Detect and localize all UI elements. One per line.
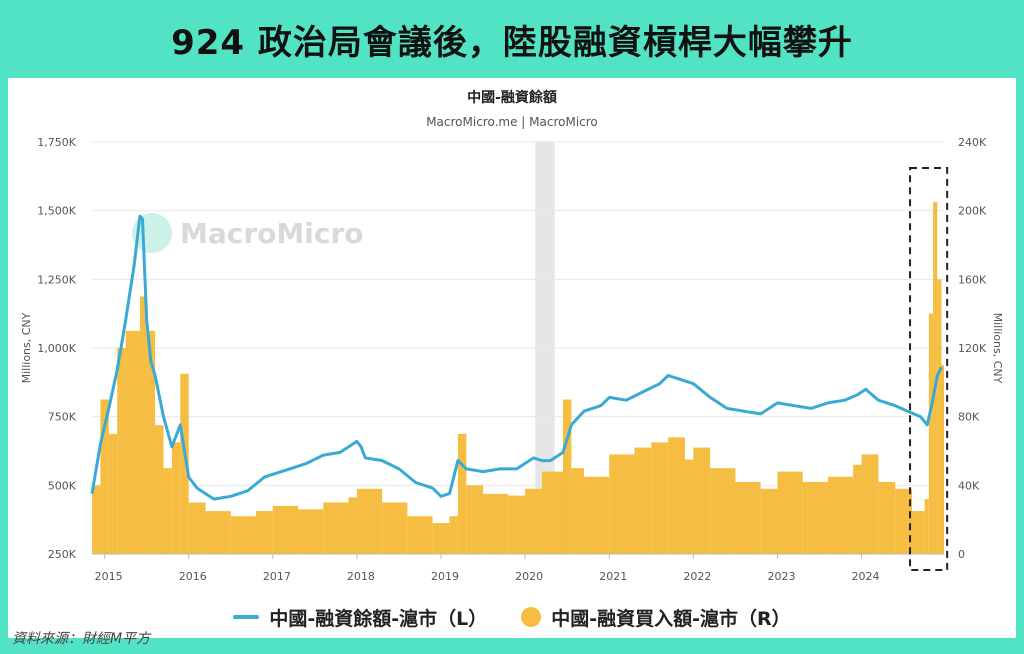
bar bbox=[163, 468, 172, 554]
bar bbox=[634, 447, 652, 554]
right-tick-label: 120K bbox=[958, 342, 987, 355]
bar bbox=[928, 313, 934, 554]
bar bbox=[483, 493, 509, 554]
bar bbox=[117, 348, 126, 554]
watermark: MacroMicro bbox=[180, 217, 364, 250]
bar bbox=[912, 511, 925, 554]
right-tick-label: 40K bbox=[958, 479, 980, 492]
bar bbox=[937, 279, 942, 554]
bar bbox=[861, 454, 879, 554]
bar bbox=[155, 425, 164, 554]
bar bbox=[693, 447, 711, 554]
bar bbox=[584, 476, 610, 554]
x-tick-label: 2024 bbox=[852, 570, 880, 583]
bar bbox=[432, 523, 450, 554]
bar bbox=[508, 495, 526, 554]
bar bbox=[878, 481, 896, 554]
legend-item-bars[interactable]: 中國-融資買入額-滬市（R） bbox=[521, 604, 791, 631]
bar bbox=[323, 502, 349, 554]
legend-line-label: 中國-融資餘額-滬市（L） bbox=[269, 607, 488, 630]
left-tick-label: 500K bbox=[48, 479, 77, 492]
right-tick-label: 80K bbox=[958, 411, 980, 424]
x-tick-label: 2018 bbox=[347, 570, 375, 583]
bar bbox=[710, 468, 736, 554]
x-tick-label: 2016 bbox=[179, 570, 207, 583]
bar bbox=[180, 373, 189, 554]
bar bbox=[382, 502, 408, 554]
bar bbox=[562, 399, 572, 554]
bar bbox=[735, 481, 761, 554]
bar bbox=[100, 399, 109, 554]
bar bbox=[125, 330, 135, 554]
x-tick-label: 2020 bbox=[515, 570, 543, 583]
left-tick-label: 1,250K bbox=[37, 273, 76, 286]
ylabel-right: Millions, CNY bbox=[991, 313, 1004, 384]
line-swatch-icon bbox=[233, 615, 260, 619]
bar bbox=[609, 454, 635, 554]
bar bbox=[449, 516, 458, 554]
bar bbox=[541, 471, 563, 554]
right-tick-label: 160K bbox=[958, 273, 987, 286]
bar bbox=[802, 481, 828, 554]
bar bbox=[933, 202, 938, 555]
bar bbox=[92, 485, 101, 554]
highlight-box bbox=[909, 167, 949, 571]
x-tick-label: 2019 bbox=[431, 570, 459, 583]
bar bbox=[760, 488, 778, 554]
bar bbox=[230, 516, 257, 554]
series-line bbox=[90, 214, 943, 501]
right-tick-label: 0 bbox=[958, 548, 965, 561]
legend-bar-label: 中國-融資買入額-滬市（R） bbox=[551, 607, 791, 630]
x-tick-label: 2022 bbox=[683, 570, 711, 583]
bar bbox=[684, 459, 694, 554]
bar bbox=[457, 433, 467, 554]
bar bbox=[853, 464, 862, 554]
bar bbox=[407, 516, 433, 554]
right-tick-label: 200K bbox=[958, 205, 987, 218]
bar bbox=[348, 497, 357, 554]
bar bbox=[356, 488, 383, 554]
page-title: 924 政治局會議後，陸股融資槓桿大幅攀升 bbox=[171, 22, 853, 63]
left-tick-label: 1,000K bbox=[37, 342, 76, 355]
bar bbox=[525, 488, 542, 554]
bar-swatch-icon bbox=[521, 607, 542, 627]
bar bbox=[668, 437, 685, 554]
bar bbox=[571, 468, 585, 554]
bar bbox=[139, 296, 147, 554]
bar bbox=[188, 502, 206, 554]
source-note: 資料來源：財經M平方 bbox=[12, 631, 151, 647]
bar bbox=[827, 476, 854, 554]
bar bbox=[298, 509, 324, 554]
bar bbox=[466, 485, 484, 554]
bar bbox=[941, 365, 944, 554]
legend: 中國-融資餘額-滬市（L） 中國-融資買入額-滬市（R） bbox=[0, 600, 1024, 634]
bar bbox=[777, 471, 803, 554]
left-tick-label: 250K bbox=[48, 548, 77, 561]
bar bbox=[651, 442, 669, 554]
x-tick-label: 2015 bbox=[95, 570, 123, 583]
left-tick-label: 1,750K bbox=[37, 136, 76, 149]
bar bbox=[171, 442, 181, 554]
left-tick-label: 1,500K bbox=[37, 205, 76, 218]
bar bbox=[924, 499, 929, 554]
ylabel-left: Millions, CNY bbox=[20, 312, 33, 383]
x-tick-label: 2017 bbox=[263, 570, 291, 583]
bar bbox=[272, 505, 299, 554]
bar bbox=[256, 511, 273, 554]
x-tick-label: 2023 bbox=[767, 570, 795, 583]
left-tick-label: 750K bbox=[48, 411, 77, 424]
x-tick-label: 2021 bbox=[599, 570, 627, 583]
bar bbox=[895, 488, 913, 554]
bar bbox=[108, 433, 118, 554]
chart-title: 中國-融資餘額 bbox=[467, 89, 557, 106]
right-tick-label: 240K bbox=[958, 136, 987, 149]
bar bbox=[205, 511, 231, 554]
bar bbox=[146, 330, 156, 554]
legend-item-line[interactable]: 中國-融資餘額-滬市（L） bbox=[233, 604, 487, 631]
bar bbox=[134, 330, 140, 554]
chart-subtitle: MacroMicro.me | MacroMicro bbox=[426, 115, 598, 129]
